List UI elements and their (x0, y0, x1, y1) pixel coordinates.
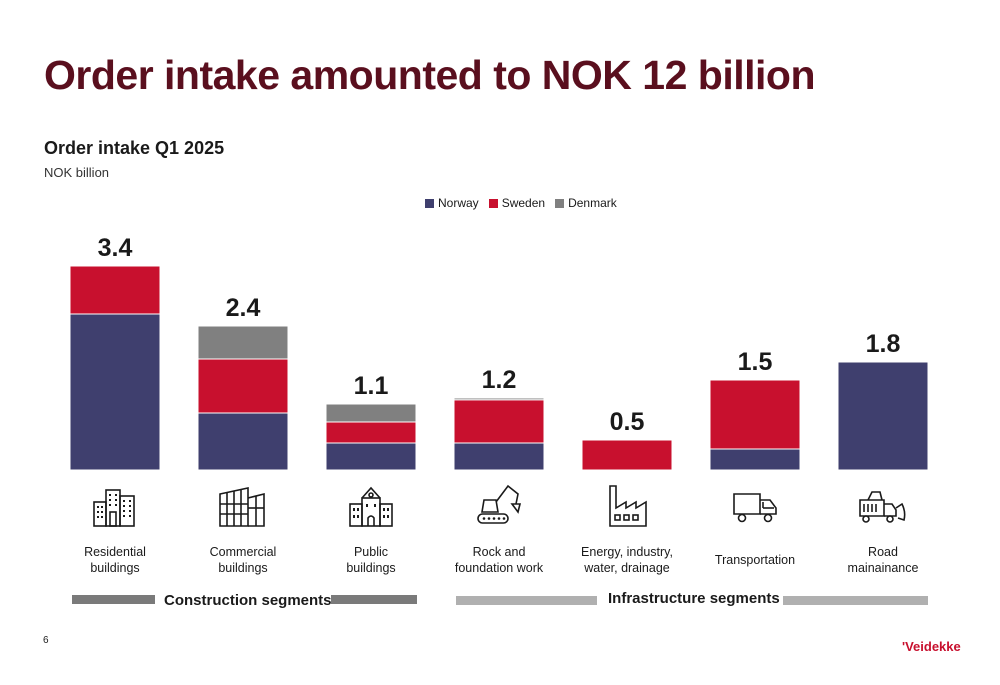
infrastructure-segment-label: Infrastructure segments (608, 590, 780, 607)
category-label-line: Commercial (209, 545, 277, 559)
category-label-energy-industry: Energy, industry, water, drainage (562, 544, 692, 576)
bar-total-label: 1.8 (866, 330, 901, 358)
bar-segment-norway (197, 412, 289, 471)
bar-segment-denmark (197, 325, 289, 360)
page-number: 6 (43, 635, 49, 646)
category-label-commercial: Commercial buildings (178, 544, 308, 576)
chart-unit: NOK billion (44, 165, 110, 180)
construction-segment-line (331, 595, 417, 604)
category-label-line: Rock and (472, 545, 526, 559)
snow-plow-truck-icon (859, 491, 906, 523)
infrastructure-segment-line (456, 596, 597, 605)
category-label-transportation: Transportation (690, 552, 820, 568)
chart-legend: Norway Sweden Denmark (425, 196, 617, 210)
bar-segment-norway (709, 448, 801, 471)
bar-segment-sweden (69, 265, 161, 315)
category-label-line: Energy, industry, (581, 545, 673, 559)
bar-segment-sweden (709, 379, 801, 450)
bar-total-label: 1.5 (738, 348, 773, 376)
bar-segment-sweden (197, 358, 289, 414)
bar-segment-norway (453, 442, 545, 471)
bar-total-label: 0.5 (610, 408, 645, 436)
category-label-line: mainainance (847, 561, 919, 575)
legend-label-denmark: Denmark (568, 196, 617, 210)
page-title: Order intake amounted to NOK 12 billion (44, 52, 816, 98)
construction-segment-line (72, 595, 155, 604)
legend-label-sweden: Sweden (501, 196, 546, 210)
category-label-road-maintenance: Road mainainance (818, 544, 948, 576)
veidekke-logo: 'Veidekke (902, 639, 961, 654)
residential-buildings-icon (93, 489, 135, 527)
category-label-line: Residential (84, 545, 146, 559)
bar-segment-norway (69, 313, 161, 471)
commercial-buildings-icon (219, 487, 265, 527)
bar-segment-sweden (325, 421, 417, 444)
bar-segment-denmark (325, 403, 417, 423)
legend-swatch-denmark (555, 198, 565, 208)
legend-item-denmark: Denmark (555, 196, 617, 210)
chart-title: Order intake Q1 2025 (44, 138, 225, 158)
category-label-rock-foundation: Rock and foundation work (434, 544, 564, 576)
bar-total-label: 1.2 (482, 366, 517, 394)
bar-total-label: 3.4 (98, 234, 133, 262)
bar-chart: 3.4 2.4 1.1 1.2 0.5 1.5 1.8 (69, 234, 929, 471)
category-label-line: buildings (90, 561, 140, 575)
dump-truck-icon (733, 493, 777, 523)
construction-segment-label: Construction segments (164, 592, 332, 609)
category-label-line: Transportation (714, 553, 796, 567)
bar-segment-norway (325, 442, 417, 471)
infrastructure-segment-line (783, 596, 928, 605)
excavator-icon (477, 484, 522, 524)
legend-label-norway: Norway (438, 196, 479, 210)
category-label-residential: Residential buildings (50, 544, 180, 576)
category-label-line: water, drainage (584, 561, 670, 575)
category-label-line: Public (353, 545, 389, 559)
category-label-line: Road (868, 545, 898, 559)
bar-segment-sweden (581, 439, 673, 471)
bar-segment-denmark (453, 397, 545, 401)
legend-item-norway: Norway (425, 196, 479, 210)
bar-segment-sweden (453, 399, 545, 444)
legend-swatch-sweden (488, 198, 498, 208)
bar-total-label: 1.1 (354, 372, 389, 400)
factory-icon (609, 485, 647, 527)
category-label-line: buildings (218, 561, 268, 575)
category-label-line: foundation work (454, 561, 544, 575)
legend-swatch-norway (425, 198, 434, 208)
category-label-public: Public buildings (306, 544, 436, 576)
legend-item-sweden: Sweden (488, 196, 546, 210)
category-label-line: buildings (346, 561, 396, 575)
bar-total-label: 2.4 (226, 294, 261, 322)
bar-segment-norway (837, 361, 929, 471)
public-building-icon (349, 486, 393, 527)
